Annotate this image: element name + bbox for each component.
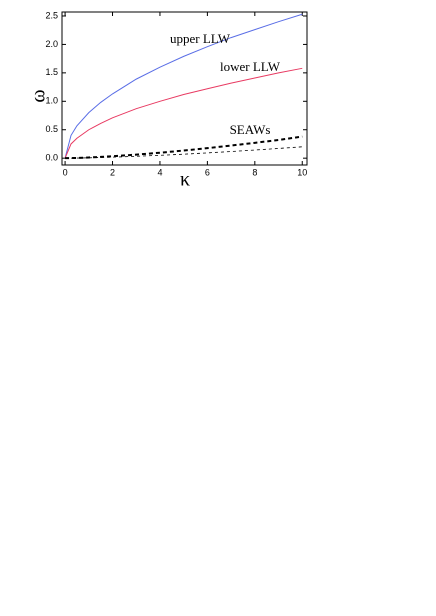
annotation: lower LLW bbox=[220, 59, 281, 74]
series-line bbox=[65, 146, 303, 159]
x-tick-label: 6 bbox=[205, 167, 210, 177]
plot-frame bbox=[61, 11, 308, 166]
y-tick-label: 1.0 bbox=[45, 96, 58, 106]
x-tick-label: 2 bbox=[110, 167, 115, 177]
y-axis-title: ω bbox=[28, 89, 50, 102]
series-line bbox=[65, 135, 303, 160]
series-line bbox=[64, 13, 303, 159]
y-tick-label: 0.5 bbox=[45, 124, 58, 134]
x-tick-label: 8 bbox=[252, 167, 257, 177]
x-axis-title: κ bbox=[180, 169, 190, 191]
x-tick-label: 4 bbox=[157, 167, 162, 177]
y-tick-label: 2.5 bbox=[45, 10, 58, 20]
annotation: SEAWs bbox=[230, 122, 271, 137]
x-tick-label: 0 bbox=[63, 167, 68, 177]
annotation: upper LLW bbox=[170, 31, 231, 46]
y-tick-label: 0.0 bbox=[45, 153, 58, 163]
x-tick-label: 10 bbox=[297, 167, 307, 177]
y-tick-label: 2.0 bbox=[45, 39, 58, 49]
y-tick-label: 1.5 bbox=[45, 67, 58, 77]
series-line bbox=[64, 67, 303, 159]
